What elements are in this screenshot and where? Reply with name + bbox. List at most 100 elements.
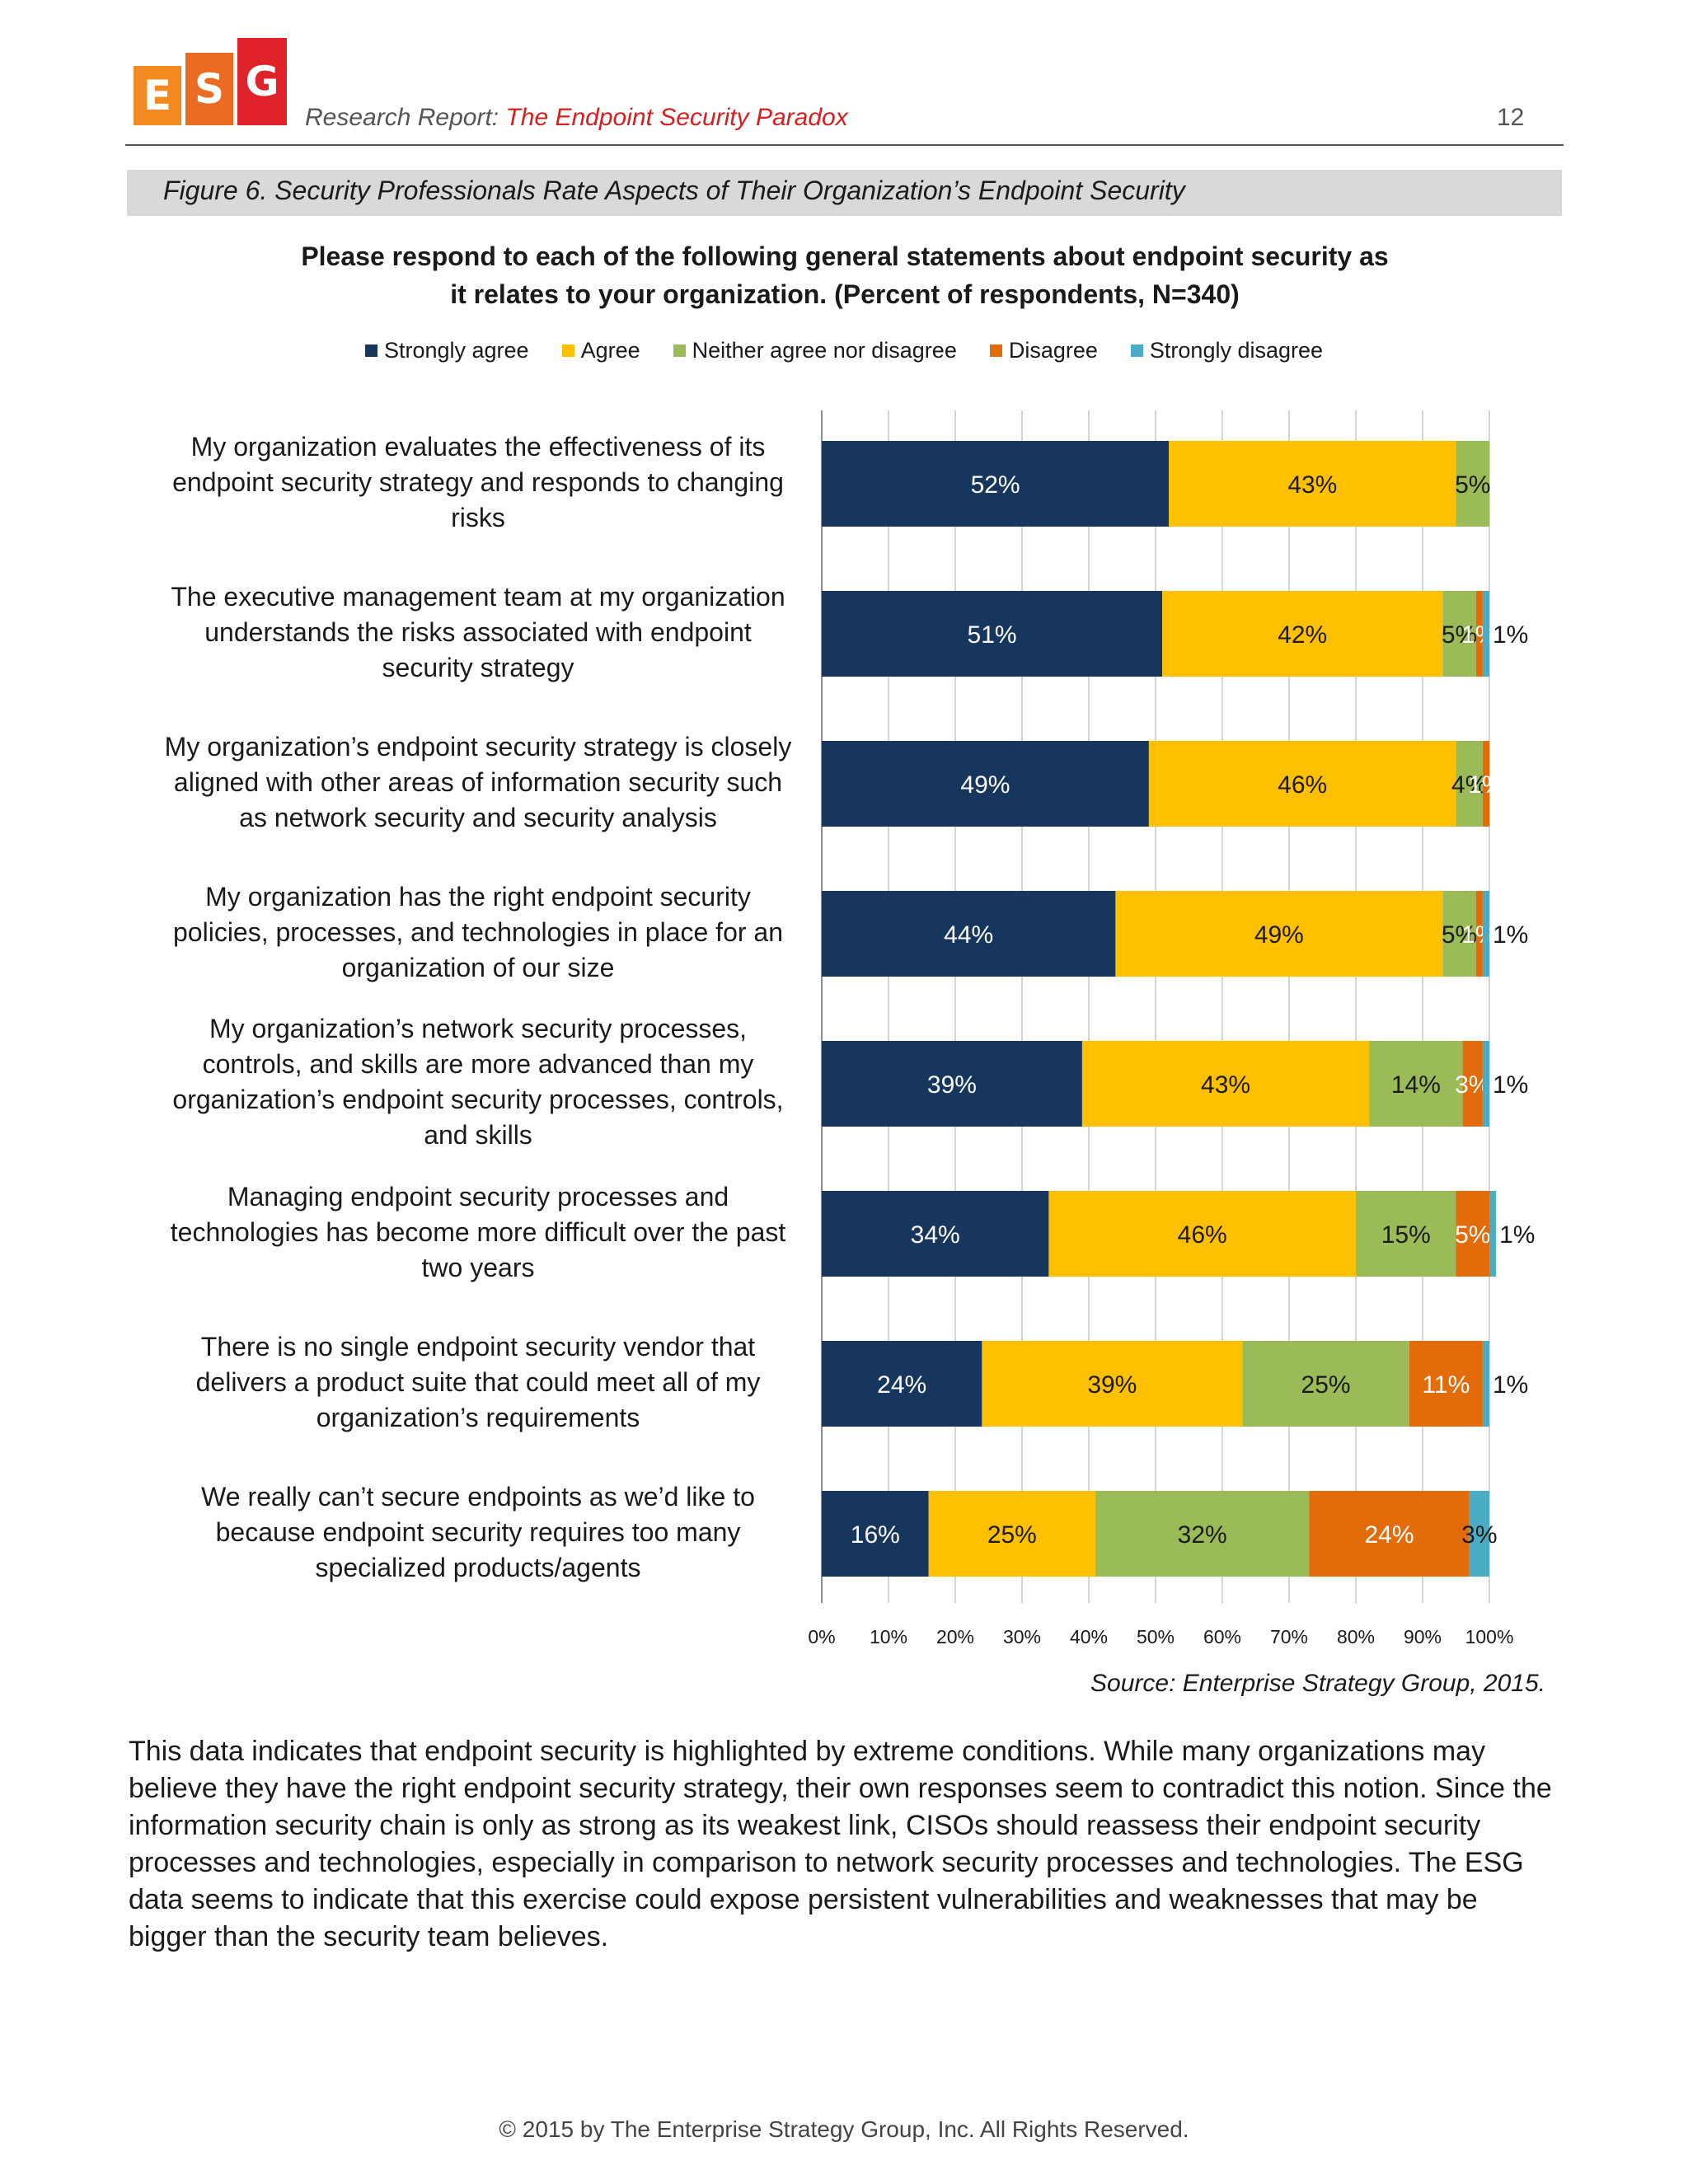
bar-segment xyxy=(1409,1341,1483,1427)
esg-logo: E S G xyxy=(134,38,290,127)
bar-value-label: 1% xyxy=(1493,1071,1528,1099)
bar-value-label: 1% xyxy=(1493,1371,1528,1399)
x-tick-label: 40% xyxy=(1070,1626,1108,1647)
chart-legend: Strongly agree Agree Neither agree nor dis… xyxy=(0,338,1688,363)
bar-segment xyxy=(1048,1191,1356,1277)
legend-label: Strongly disagree xyxy=(1149,338,1324,363)
legend-item: Disagree xyxy=(989,338,1098,363)
bar-value-label: 14% xyxy=(1391,1071,1441,1099)
report-prefix: Research Report: xyxy=(305,104,499,131)
legend-swatch xyxy=(989,344,1002,357)
statement-label: My organization’s network security proce… xyxy=(148,1011,808,1153)
bar-segment xyxy=(1475,591,1483,677)
x-tick-label: 90% xyxy=(1404,1626,1442,1647)
bar-segment xyxy=(1482,1041,1489,1127)
legend-swatch xyxy=(1130,344,1143,357)
bar-value-label: 1% xyxy=(1461,921,1497,949)
bar-value-label: 34% xyxy=(911,1221,960,1249)
bar-segment xyxy=(982,1341,1243,1427)
statement-line: risks xyxy=(451,502,505,532)
bar-segment xyxy=(1482,591,1489,677)
statement-line: specialized products/agents xyxy=(315,1552,641,1582)
bar-segment xyxy=(1148,741,1456,827)
statement-label: My organization evaluates the effectiven… xyxy=(148,429,808,536)
logo-letter-e: E xyxy=(134,66,181,125)
bar-value-label: 1% xyxy=(1499,1221,1535,1249)
x-tick-label: 50% xyxy=(1137,1626,1175,1647)
figure-caption-band xyxy=(127,170,1562,216)
statement-line: organization’s endpoint security process… xyxy=(172,1085,784,1114)
statement-label: The executive management team at my orga… xyxy=(148,579,808,686)
bar-segment xyxy=(1475,891,1483,977)
bar-value-label: 15% xyxy=(1381,1221,1431,1249)
x-tick-label: 10% xyxy=(870,1626,907,1647)
bar-value-label: 1% xyxy=(1493,921,1528,949)
copyright-footer: © 2015 by The Enterprise Strategy Group,… xyxy=(499,2116,1189,2142)
statement-line: delivers a product suite that could meet… xyxy=(195,1366,761,1397)
bar-value-label: 49% xyxy=(960,771,1010,799)
bar-segment xyxy=(822,1341,982,1427)
statement-line: controls, and skills are more advanced t… xyxy=(202,1049,754,1079)
statement-line: My organization’s endpoint security stra… xyxy=(164,731,792,762)
bar-segment xyxy=(1482,741,1489,827)
statement-line: My organization evaluates the effectiven… xyxy=(190,431,766,462)
legend-item: Strongly agree xyxy=(364,338,529,363)
chart-source: Source: Enterprise Strategy Group, 2015. xyxy=(1090,1670,1545,1697)
logo-letter-s: S xyxy=(185,53,233,125)
bar-segment xyxy=(1489,1191,1497,1277)
statement-line: because endpoint security requires too m… xyxy=(215,1516,741,1547)
bar-value-label: 51% xyxy=(968,621,1017,649)
legend-swatch xyxy=(364,344,377,357)
bar-value-label: 24% xyxy=(1364,1521,1414,1549)
bar-value-label: 52% xyxy=(971,471,1020,499)
bar-value-label: 1% xyxy=(1468,771,1503,799)
legend-item: Agree xyxy=(561,338,640,363)
statement-line: aligned with other areas of information … xyxy=(173,766,783,797)
bar-value-label: 44% xyxy=(944,921,993,949)
legend-swatch xyxy=(561,344,574,357)
bar-segment xyxy=(1456,1191,1489,1277)
report-title-line: Research Report: The Endpoint Security P… xyxy=(305,104,848,132)
bar-segment xyxy=(822,741,1149,827)
statement-label: My organization’s endpoint security stra… xyxy=(148,729,808,836)
bar-segment xyxy=(822,591,1163,677)
statement-line: We really can’t secure endpoints as we’d… xyxy=(201,1481,755,1511)
bar-value-label: 25% xyxy=(987,1521,1037,1549)
report-title: The Endpoint Security Paradox xyxy=(505,104,848,131)
bar-value-label: 24% xyxy=(877,1371,926,1399)
page-number: 12 xyxy=(1497,104,1525,131)
bar-value-label: 25% xyxy=(1301,1371,1351,1399)
bar-segment xyxy=(1482,891,1489,977)
statement-line: policies, processes, and technologies in… xyxy=(173,916,783,947)
bar-value-label: 4% xyxy=(1451,771,1487,799)
bar-value-label: 5% xyxy=(1442,921,1477,949)
x-tick-label: 100% xyxy=(1465,1626,1514,1647)
legend-label: Strongly agree xyxy=(383,338,529,363)
x-tick-label: 20% xyxy=(936,1626,974,1647)
x-tick-label: 70% xyxy=(1270,1626,1308,1647)
bar-value-label: 39% xyxy=(927,1071,977,1099)
bar-segment xyxy=(1095,1491,1310,1577)
bar-value-label: 43% xyxy=(1287,471,1337,499)
header-divider xyxy=(125,144,1564,146)
legend-item: Neither agree nor disagree xyxy=(673,338,957,363)
x-tick-label: 30% xyxy=(1003,1626,1041,1647)
bar-value-label: 42% xyxy=(1278,621,1327,649)
bar-value-label: 49% xyxy=(1254,921,1304,949)
statement-label: Managing endpoint security processes and… xyxy=(148,1179,808,1286)
statement-line: My organization’s network security proce… xyxy=(209,1014,748,1043)
bar-value-label: 16% xyxy=(851,1521,900,1549)
logo-letter-g: G xyxy=(237,38,287,125)
statement-line: organization’s requirements xyxy=(316,1402,640,1432)
legend-item: Strongly disagree xyxy=(1130,338,1324,363)
legend-label: Disagree xyxy=(1008,338,1098,363)
bar-segment xyxy=(1456,441,1489,527)
statement-line: My organization has the right endpoint s… xyxy=(205,881,751,912)
bar-segment xyxy=(1369,1041,1463,1127)
chart-title-line-1: Please respond to each of the following … xyxy=(301,241,1389,271)
statement-label: We really can’t secure endpoints as we’d… xyxy=(148,1479,808,1586)
legend-label: Neither agree nor disagree xyxy=(692,338,957,363)
x-tick-label: 80% xyxy=(1337,1626,1375,1647)
bar-segment xyxy=(822,1491,929,1577)
